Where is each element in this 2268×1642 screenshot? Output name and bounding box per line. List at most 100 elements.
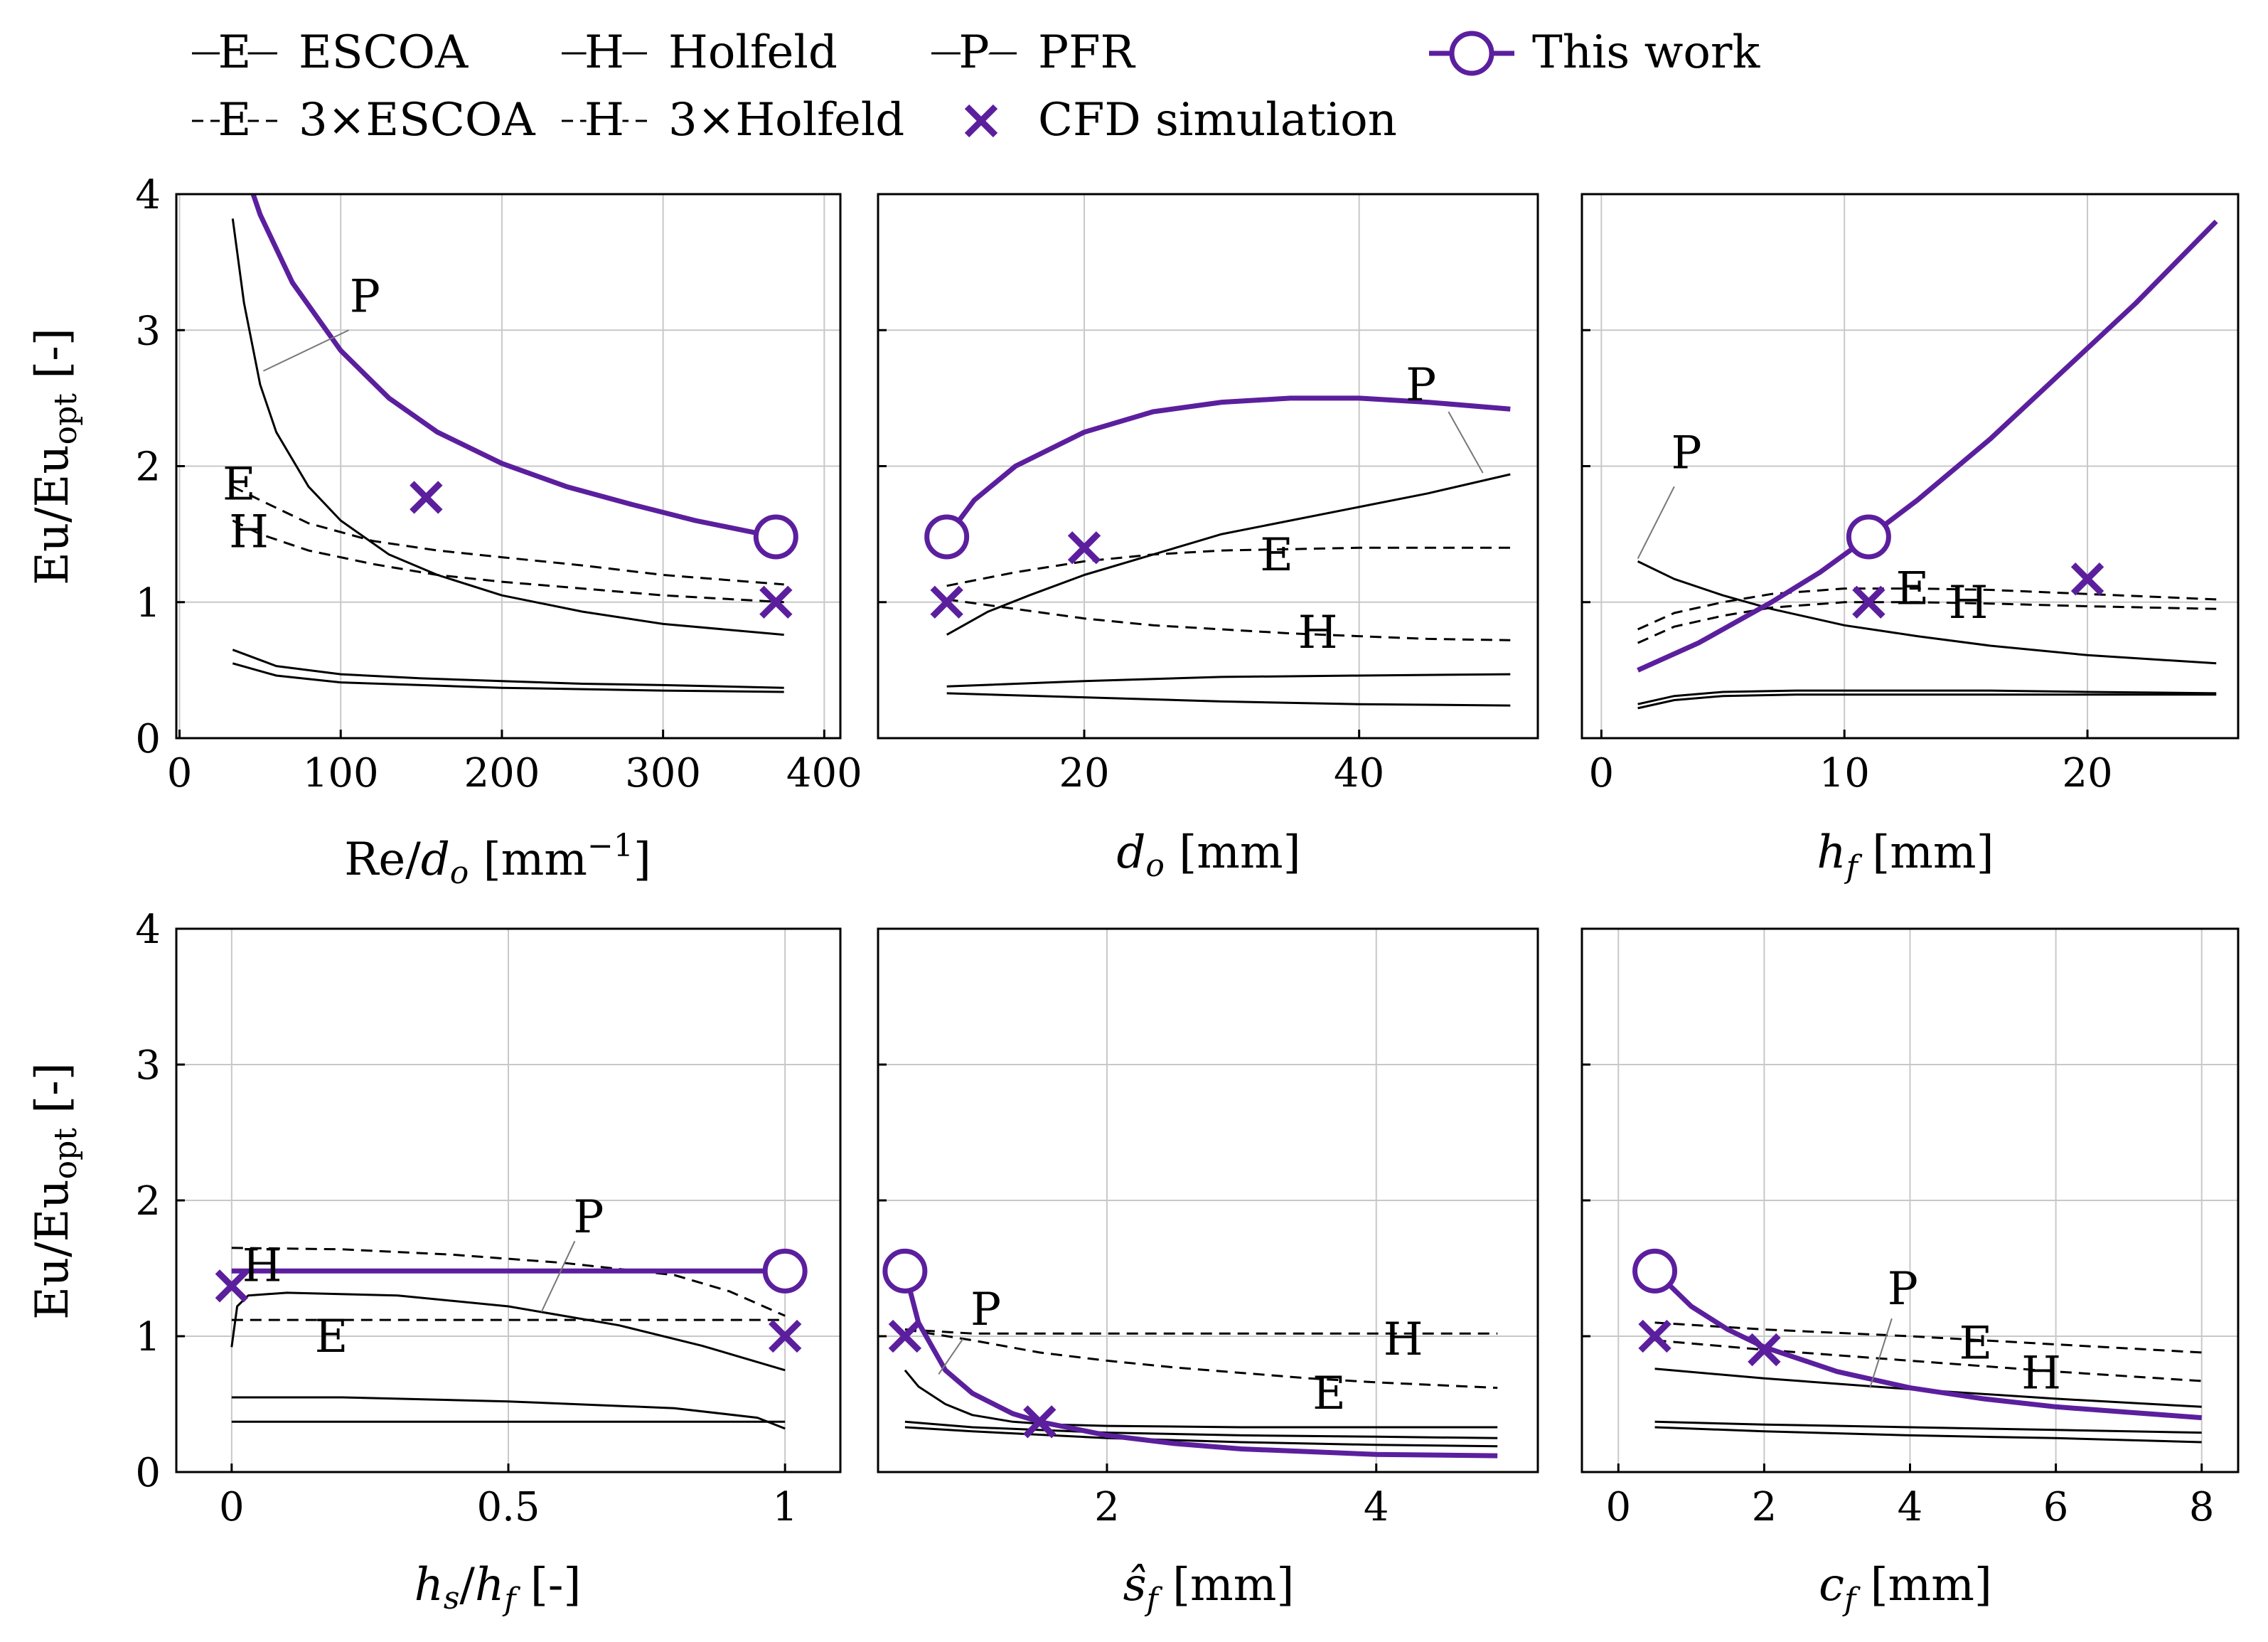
series-line-3xholfeld (231, 1247, 786, 1317)
panel-hf-xlabel: hf [mm] (1817, 826, 1994, 885)
x-tick-label: 1 (772, 1484, 798, 1530)
series-line-escoa (946, 673, 1511, 688)
series-line-this-work (1637, 219, 2218, 673)
panel-cf-series (1653, 1269, 2202, 1444)
series-line-3xescoa (1637, 587, 2217, 631)
x-tick-label: 4 (1364, 1484, 1389, 1530)
annotation-label-p: P (1406, 359, 1436, 412)
this-work-open-marker (924, 514, 970, 560)
x-tick-label: 0 (167, 750, 193, 796)
series-line-holfeld (946, 692, 1511, 707)
x-tick-label: 200 (464, 750, 540, 796)
y-tick-label: 4 (135, 907, 161, 953)
series-line-holfeld (1654, 1426, 2202, 1444)
y-tick-label: 1 (135, 1314, 161, 1360)
legend-escoa: E ESCOA (192, 21, 469, 84)
y-tick-label: 1 (135, 580, 161, 627)
panel-re-do-xlabel: Re/do [mm−1] (344, 828, 651, 891)
y-tick-label: 4 (135, 172, 161, 218)
series-line-pfr (904, 1369, 1498, 1429)
cfd-point (1852, 585, 1885, 619)
annotation-label-h: H (229, 506, 269, 558)
panel-hf-frame (1580, 193, 2240, 740)
x-tick-label: 10 (1819, 750, 1870, 796)
series-line-escoa (1654, 1420, 2202, 1434)
annotation-label-e: E (223, 458, 256, 511)
series-line-pfr (230, 1291, 786, 1372)
panel-do-series (944, 395, 1511, 707)
annotation-label-p: P (350, 270, 380, 323)
panel-hs-hf-xlabel: hs/hf [-] (414, 1559, 582, 1618)
x-tick-label: 20 (1059, 750, 1109, 796)
series-line-escoa (231, 1396, 786, 1430)
y-tick-label: 2 (135, 1178, 161, 1225)
series-line-holfeld (232, 662, 784, 693)
panel-do-frame (877, 193, 1539, 740)
annotation-label-h: H (2021, 1348, 2061, 1400)
panel-sf-grid (878, 928, 1538, 1473)
y-tick-label: 3 (135, 1043, 161, 1089)
series-line-holfeld (904, 1426, 1498, 1448)
annotation-leader (262, 329, 349, 372)
this-work-open-marker (762, 1248, 808, 1294)
legend-3x-holfeld-label: 3×Holfeld (668, 94, 904, 146)
cfd-point (768, 1319, 802, 1353)
annotation-label-p: P (1888, 1263, 1918, 1316)
legend-this-work: This work (1429, 26, 1760, 79)
panel-hf-series (1637, 219, 2218, 710)
series-line-this-work (944, 395, 1511, 539)
annotation-label-p: P (573, 1191, 604, 1244)
series-line-escoa (1637, 689, 2217, 705)
cfd-point (215, 1269, 249, 1303)
x-tick-label: 300 (625, 750, 701, 796)
panel-re-do-frame (175, 193, 842, 740)
cfd-point (2070, 563, 2104, 596)
annotation-leader (1637, 486, 1675, 560)
legend-3x-escoa-marker: E (218, 94, 252, 146)
x-tick-label: 400 (786, 750, 862, 796)
x-tick-label: 2 (1094, 1484, 1120, 1530)
series-line-3xescoa (232, 485, 784, 586)
series-line-3xholfeld (904, 1328, 1498, 1335)
x-tick-label: 0 (1589, 750, 1615, 796)
legend-pfr-marker: P (958, 26, 989, 79)
series-line-pfr (1637, 560, 2217, 665)
legend-escoa-label: ESCOA (299, 26, 469, 79)
legend-pfr-label: PFR (1038, 26, 1135, 79)
series-line-3xescoa (946, 546, 1511, 587)
series-line-escoa (904, 1420, 1498, 1439)
series-line-3xescoa (904, 1328, 1498, 1390)
series-line-this-work (1653, 1269, 2202, 1421)
legend: E ESCOA H Holfeld P PFR This work E 3×ES… (192, 21, 1760, 151)
annotation-leader (1869, 1318, 1893, 1388)
legend-cfd: CFD simulation (964, 94, 1397, 146)
this-work-open-marker (1846, 514, 1891, 560)
series-line-pfr (946, 473, 1511, 636)
ylabel-top: Eu/Euopt [-] (26, 328, 84, 585)
legend-3x-holfeld-marker: H (584, 94, 624, 146)
legend-cfd-label: CFD simulation (1038, 94, 1397, 146)
x-tick-label: 20 (2062, 750, 2112, 796)
series-line-pfr (1654, 1368, 2202, 1408)
legend-open-circle-marker (1449, 31, 1494, 76)
series-line-escoa (232, 649, 784, 689)
y-tick-label: 0 (135, 716, 161, 762)
annotation-leader (540, 1240, 576, 1313)
legend-escoa-marker: E (218, 26, 252, 79)
annotation-label-e: E (1896, 563, 1930, 616)
panel-do-grid (878, 193, 1538, 739)
x-tick-label: 40 (1334, 750, 1384, 796)
y-tick-label: 2 (135, 444, 161, 491)
cfd-point (930, 585, 963, 619)
this-work-open-marker (1632, 1248, 1678, 1294)
legend-holfeld-label: Holfeld (668, 26, 838, 79)
annotation-label-p: P (970, 1284, 1001, 1336)
panel-do-xlabel: do [mm] (1116, 826, 1300, 884)
x-tick-label: 4 (1898, 1484, 1923, 1530)
series-line-3xholfeld (1654, 1339, 2202, 1382)
panel-hf: 0 10 20 P E Hhf [mm] (1580, 193, 2240, 885)
series-line-pfr (231, 218, 784, 636)
series-line-3xescoa (1654, 1321, 2202, 1354)
